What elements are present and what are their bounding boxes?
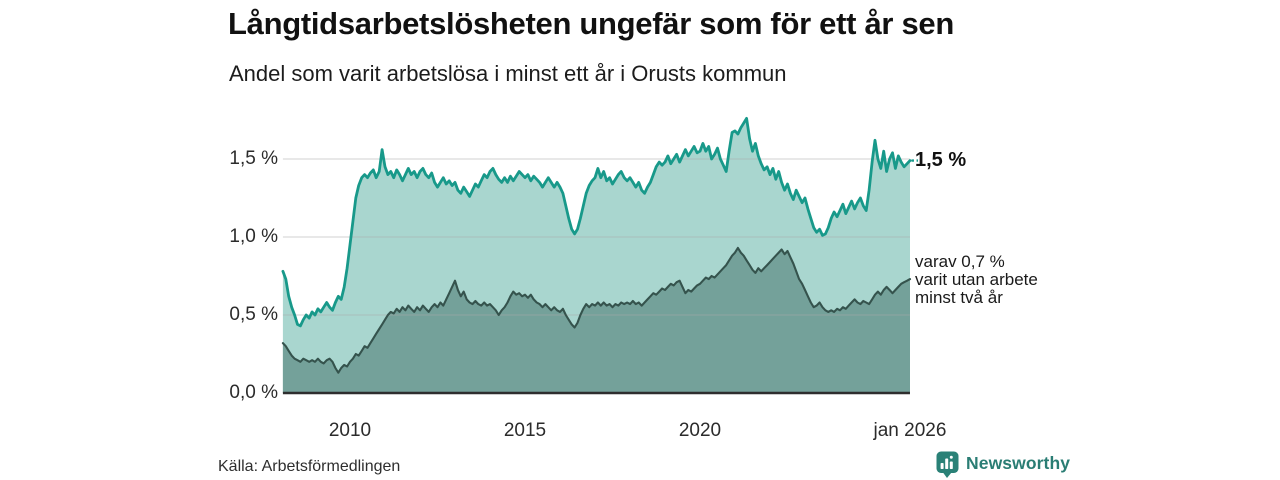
series-line-1 xyxy=(281,117,912,328)
newsworthy-logo: Newsworthy xyxy=(936,451,1070,479)
x-axis-tick-label: jan 2026 xyxy=(873,420,947,441)
y-axis-tick-label: 0,5 % xyxy=(229,304,278,325)
page-title: Långtidsarbetslösheten ungefär som för e… xyxy=(228,6,955,41)
source-attribution: Källa: Arbetsförmedlingen xyxy=(218,458,401,475)
y-axis-tick-label: 1,0 % xyxy=(229,226,278,247)
annotation-line: varav 0,7 % xyxy=(915,252,1005,272)
series-area-2 xyxy=(282,247,910,393)
newsworthy-icon xyxy=(936,451,959,478)
x-axis-tick-label: 2015 xyxy=(503,420,547,441)
series1-end-value-label: 1,5 % xyxy=(915,148,967,171)
y-axis-tick-label: 1,5 % xyxy=(229,148,278,169)
newsworthy-wordmark: Newsworthy xyxy=(966,453,1071,473)
annotation-line: varit utan arbete xyxy=(915,270,1038,290)
series-line-2 xyxy=(281,246,912,374)
x-axis-tick-label: 2020 xyxy=(678,420,722,441)
annotation-line: minst två år xyxy=(915,288,1003,308)
x-axis-tick-label: 2010 xyxy=(328,420,372,441)
y-axis-tick-label: 0,0 % xyxy=(229,382,278,403)
page-subtitle: Andel som varit arbetslösa i minst ett å… xyxy=(229,61,787,86)
series2-end-annotation: varav 0,7 % varit utan arbete minst två … xyxy=(915,253,1038,307)
